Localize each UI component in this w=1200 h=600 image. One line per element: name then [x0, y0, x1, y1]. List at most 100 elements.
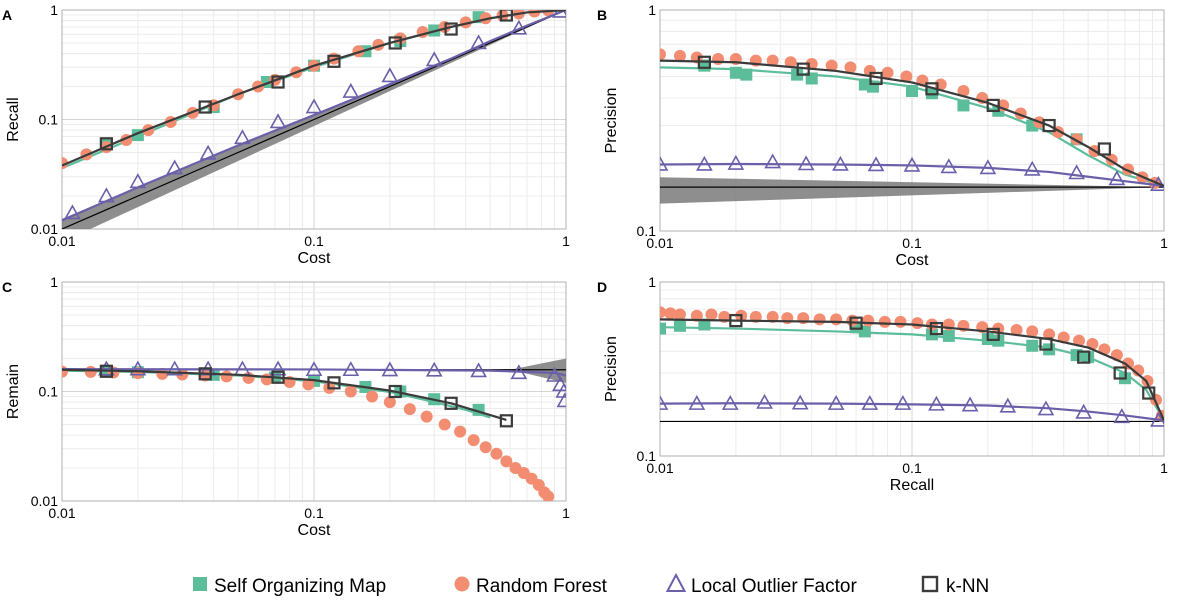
data-point-rf [825, 59, 838, 72]
data-point-knn [198, 367, 212, 381]
data-point-rf [84, 365, 97, 378]
data-point-rf [1026, 325, 1039, 338]
data-point-lof [660, 394, 669, 410]
data-point-lof [234, 129, 251, 145]
data-point-lof [129, 360, 147, 376]
data-point-rf [830, 313, 843, 326]
data-point-lof [867, 156, 885, 172]
legend-rf-circle-filled-icon [454, 576, 470, 592]
data-point-rf [438, 418, 451, 431]
panel-a: 0.01 0.1 1 0.01 0.1 1 Cost Recall A [2, 2, 570, 267]
data-point-lof [470, 362, 487, 378]
data-point-lof [979, 159, 997, 175]
legend-som-square-filled-icon [193, 577, 207, 591]
data-point-knn [327, 54, 341, 68]
panel-c-baseline-band [510, 358, 566, 383]
data-point-rf [500, 455, 513, 468]
data-point-knn [796, 62, 810, 76]
data-point-rf [490, 447, 503, 460]
panel-c-y-axis-label: Remain [5, 364, 22, 419]
data-point-knn [1097, 142, 1111, 156]
legend-knn-label: k-NN [946, 576, 989, 597]
panel-a-frame [61, 9, 567, 230]
y-tick-label: 1 [50, 2, 58, 18]
data-point-lof [64, 204, 81, 220]
data-point-rf [881, 66, 894, 79]
data-point-knn [986, 327, 1000, 341]
data-point-lof [727, 154, 745, 170]
data-point-knn [444, 22, 458, 36]
x-tick-label: 1 [1160, 235, 1168, 251]
data-point-knn [1077, 350, 1091, 364]
panel-a-y-axis-label: Recall [5, 97, 22, 141]
data-point-lof [928, 395, 945, 411]
data-point-knn [849, 316, 863, 330]
x-tick-label: 1 [1160, 460, 1168, 476]
panel-d-frame [659, 281, 1165, 457]
x-tick-label: 0.01 [48, 505, 75, 521]
panel-a-letter: A [2, 7, 12, 23]
data-point-rf [846, 314, 859, 327]
data-point-rf [900, 70, 913, 83]
data-point-rf [220, 370, 233, 383]
panel-a-baseline [62, 10, 566, 229]
y-tick-label: 1 [648, 2, 656, 18]
panel-d-grid [659, 282, 1164, 457]
y-tick-label: 0.01 [31, 493, 58, 509]
legend-rf-label: Random Forest [476, 576, 608, 597]
data-point-rf [62, 365, 68, 378]
data-point-lof [861, 394, 879, 410]
panel-a-series-lof [62, 10, 566, 222]
data-point-rf [957, 85, 970, 98]
data-point-knn [869, 71, 883, 86]
panel-d-plot [660, 306, 1164, 427]
data-point-knn [271, 75, 285, 89]
data-point-knn [99, 364, 113, 378]
data-point-rf [862, 314, 875, 327]
data-point-rf [690, 309, 703, 322]
data-point-knn [271, 370, 285, 384]
panel-c-x-axis-label: Cost [298, 522, 331, 539]
data-point-rf [383, 396, 396, 409]
data-point-knn [1039, 337, 1053, 351]
panel-b-series-lof [660, 153, 1164, 191]
panel-c-frame [61, 281, 567, 502]
data-point-rf [1010, 323, 1023, 336]
legend: Self Organizing Map Random Forest Local … [193, 572, 989, 597]
data-point-lof [688, 394, 706, 410]
panel-c-series-rf [62, 365, 555, 501]
data-point-rf [911, 317, 924, 330]
data-point-som [660, 322, 666, 335]
data-point-rf [542, 490, 555, 501]
data-point-lof [546, 366, 563, 382]
legend-item-rf: Random Forest [454, 576, 608, 597]
panel-a-ticks: 0.01 0.1 1 0.01 0.1 1 [31, 2, 570, 249]
legend-item-lof: Local Outlier Factor [665, 572, 857, 597]
data-point-som [740, 68, 753, 81]
data-point-rf [660, 306, 666, 319]
data-point-rf [1043, 328, 1056, 341]
data-point-rf [712, 53, 725, 66]
data-point-lof [425, 361, 443, 377]
data-point-lof [1023, 160, 1041, 176]
x-tick-label: 0.1 [902, 235, 922, 251]
panel-a-grid [61, 10, 566, 230]
panel-c-series-knn [62, 364, 513, 428]
data-point-lof [696, 155, 713, 171]
x-tick-label: 0.01 [646, 235, 673, 251]
panel-b-series-knn [660, 55, 1164, 187]
panel-d-series-knn [660, 314, 1164, 421]
data-point-rf [302, 378, 315, 391]
x-tick-label: 1 [562, 505, 570, 521]
data-point-lof [269, 113, 287, 129]
data-point-rf [1141, 374, 1154, 387]
legend-lof-triangle-open-icon [665, 572, 687, 592]
data-point-rf [673, 308, 686, 321]
data-point-rf [784, 56, 797, 69]
data-point-lof [381, 361, 399, 377]
x-tick-label: 1 [562, 233, 570, 249]
data-point-lof [1075, 403, 1093, 419]
data-point-rf [766, 310, 779, 323]
data-point-lof [903, 156, 921, 172]
data-point-lof [1113, 408, 1131, 424]
